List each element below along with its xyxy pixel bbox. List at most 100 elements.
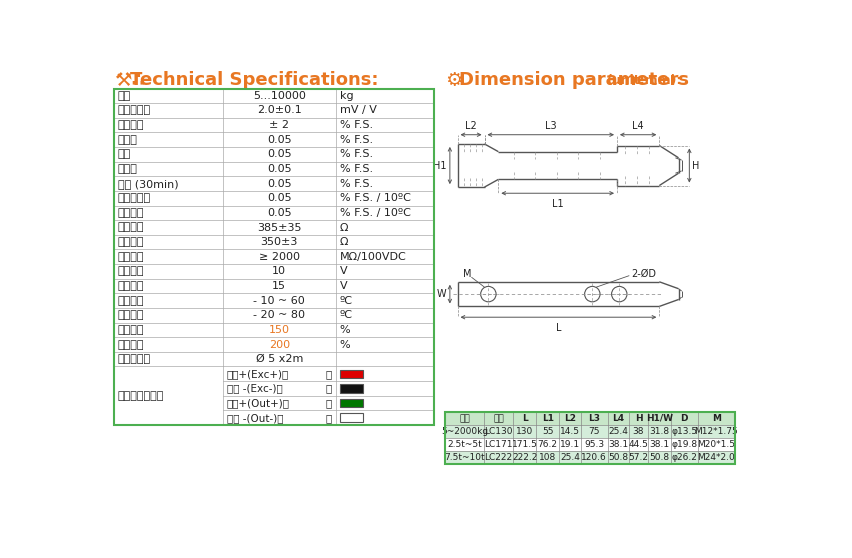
Text: 型号: 型号 (492, 414, 504, 423)
Text: kg: kg (339, 91, 353, 101)
Text: H: H (634, 414, 642, 423)
Text: M24*2.0: M24*2.0 (697, 453, 734, 462)
Text: MΩ/100VDC: MΩ/100VDC (339, 252, 406, 262)
Text: 150: 150 (268, 325, 290, 335)
Bar (114, 89, 433, 425)
Text: 171.5: 171.5 (511, 440, 537, 449)
Text: Technical Specifications:: Technical Specifications: (130, 71, 378, 89)
Text: M20*1.5: M20*1.5 (696, 440, 734, 449)
Text: ± 2: ± 2 (269, 120, 289, 130)
Text: %: % (339, 340, 350, 349)
Text: ⚙: ⚙ (445, 70, 462, 89)
Text: 绿: 绿 (325, 398, 331, 408)
Text: 零点温漂: 零点温漂 (118, 208, 144, 218)
Text: 使用电压: 使用电压 (118, 266, 144, 276)
Text: 0.05: 0.05 (267, 164, 291, 174)
Text: φ19.8: φ19.8 (671, 440, 697, 449)
Text: 25.4: 25.4 (607, 427, 628, 436)
Bar (445, 438, 734, 451)
Text: H1: H1 (433, 161, 446, 171)
Text: V: V (339, 266, 347, 276)
Text: 120.6: 120.6 (581, 453, 607, 462)
Text: 白: 白 (325, 413, 331, 423)
Text: %: % (339, 325, 350, 335)
Text: 工作温度: 工作温度 (118, 310, 144, 320)
Text: % F.S.: % F.S. (339, 134, 372, 145)
Text: M12*1.75: M12*1.75 (694, 427, 737, 436)
Text: mV / V: mV / V (339, 105, 377, 116)
Text: 蛤变 (30min): 蛤变 (30min) (118, 179, 178, 189)
Text: φ26.2: φ26.2 (671, 453, 696, 462)
Text: 10: 10 (272, 266, 286, 276)
Text: 电缆线尺寸: 电缆线尺寸 (118, 354, 151, 364)
Text: H: H (692, 161, 699, 171)
Text: 0.05: 0.05 (267, 150, 291, 160)
Text: % F.S. / 10ºC: % F.S. / 10ºC (339, 208, 410, 218)
Text: 50.8: 50.8 (607, 453, 628, 462)
Text: 222.2: 222.2 (511, 453, 537, 462)
Bar (339, 384, 362, 393)
Text: M: M (711, 414, 720, 423)
Text: L: L (521, 414, 527, 423)
Text: 黑: 黑 (325, 383, 331, 393)
Text: - 10 ~ 60: - 10 ~ 60 (253, 296, 305, 306)
Text: 75: 75 (588, 427, 599, 436)
Bar (445, 412, 734, 425)
Text: 5~2000kg: 5~2000kg (440, 427, 487, 436)
Text: % F.S. / 10ºC: % F.S. / 10ºC (339, 193, 410, 203)
Text: ºC: ºC (339, 310, 353, 320)
Text: 量程: 量程 (458, 414, 469, 423)
Text: 输出灵敏度: 输出灵敏度 (118, 105, 151, 116)
Text: L4: L4 (631, 121, 643, 131)
Text: 安全超载: 安全超载 (118, 325, 144, 335)
Text: - 20 ~ 80: - 20 ~ 80 (253, 310, 305, 320)
Text: 38: 38 (632, 427, 643, 436)
Text: L4: L4 (612, 414, 624, 423)
Text: H1/W: H1/W (645, 414, 672, 423)
Text: 激励 -(Exc-)：: 激励 -(Exc-)： (227, 383, 282, 393)
Text: 量程: 量程 (118, 91, 131, 101)
Bar (339, 369, 362, 378)
Text: 绝缘电阱: 绝缘电阱 (118, 252, 144, 262)
Text: 95.3: 95.3 (584, 440, 603, 449)
Text: 108: 108 (538, 453, 556, 462)
Text: 2-ØD: 2-ØD (630, 269, 655, 279)
Text: 0.05: 0.05 (267, 208, 291, 218)
Text: 0.05: 0.05 (267, 134, 291, 145)
Text: 14.5: 14.5 (559, 427, 579, 436)
Text: 重复性: 重复性 (118, 164, 138, 174)
Text: 信号 -(Out-)：: 信号 -(Out-)： (227, 413, 283, 423)
Text: 5...10000: 5...10000 (252, 91, 305, 101)
Text: 极限超载: 极限超载 (118, 340, 144, 349)
Text: 31.8: 31.8 (648, 427, 669, 436)
Text: 2.5t~5t: 2.5t~5t (446, 440, 481, 449)
Text: L: L (555, 324, 561, 333)
Text: LC130: LC130 (484, 427, 512, 436)
Text: L2: L2 (464, 121, 476, 131)
Text: 57.2: 57.2 (628, 453, 648, 462)
Text: (unit:mm):: (unit:mm): (607, 74, 682, 86)
Text: L3: L3 (588, 414, 600, 423)
Text: D: D (680, 414, 688, 423)
Text: Ø 5 x2m: Ø 5 x2m (256, 354, 302, 364)
Text: % F.S.: % F.S. (339, 150, 372, 160)
Text: ⚒∴: ⚒∴ (115, 70, 146, 89)
Text: % F.S.: % F.S. (339, 179, 372, 189)
Text: L1: L1 (541, 414, 553, 423)
Text: 2.0±0.1: 2.0±0.1 (256, 105, 302, 116)
Text: 温补范围: 温补范围 (118, 296, 144, 306)
Text: 200: 200 (268, 340, 290, 349)
Text: 输入电阱: 输入电阱 (118, 223, 144, 233)
Text: 19.1: 19.1 (559, 440, 579, 449)
Text: 55: 55 (541, 427, 553, 436)
Text: 红: 红 (325, 369, 331, 379)
Text: 灵敏度温漂: 灵敏度温漂 (118, 193, 151, 203)
Text: 130: 130 (515, 427, 532, 436)
Bar (445, 412, 734, 464)
Text: 激励+(Exc+)：: 激励+(Exc+)： (227, 369, 289, 379)
Text: Ω: Ω (339, 223, 348, 233)
Text: 零点输出: 零点输出 (118, 120, 144, 130)
Text: 350±3: 350±3 (261, 237, 297, 247)
Text: φ13.5: φ13.5 (671, 427, 697, 436)
Text: 信号+(Out+)：: 信号+(Out+)： (227, 398, 289, 408)
